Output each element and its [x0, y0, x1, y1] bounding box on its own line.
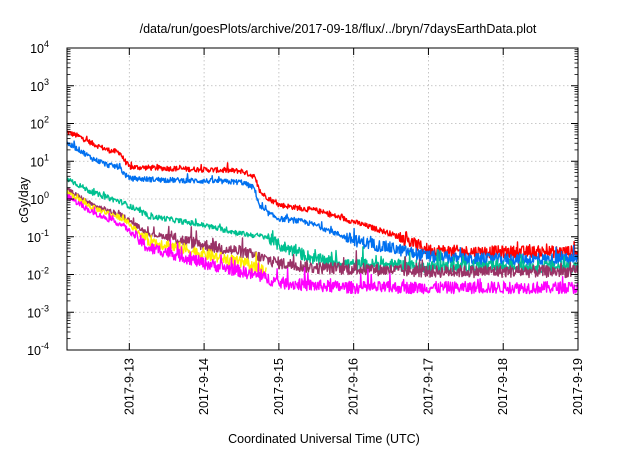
- series-line: [66, 189, 267, 275]
- grid: [67, 48, 578, 350]
- series-line: [66, 177, 579, 274]
- x-tick-label: 2017-9-19: [571, 358, 585, 415]
- y-axis-label: cGy/day: [17, 176, 31, 223]
- y-tick-label: 10-1: [27, 228, 49, 245]
- y-tick-label: 10-4: [27, 341, 49, 358]
- x-tick-label: 2017-9-17: [421, 358, 435, 415]
- x-tick-label: 2017-9-13: [122, 358, 136, 415]
- y-tick-label: 10-2: [27, 266, 49, 283]
- x-axis-label: Coordinated Universal Time (UTC): [228, 432, 420, 446]
- chart-title: /data/run/goesPlots/archive/2017-09-18/f…: [140, 22, 537, 36]
- y-tick-label: 10-3: [27, 303, 49, 320]
- x-tick-label: 2017-9-18: [496, 358, 510, 415]
- y-tick-label: 101: [30, 152, 49, 169]
- y-tick-label: 100: [30, 190, 49, 207]
- series-line: [66, 187, 579, 279]
- y-tick-label: 103: [30, 77, 49, 94]
- x-tick-label: 2017-9-15: [272, 358, 286, 415]
- series-line: [66, 140, 579, 267]
- series-line: [66, 130, 579, 259]
- tick-labels: 10-4 10-3 10-2 10-1 100 101 102 103 104 2017-9-13…: [27, 39, 585, 415]
- ticks: [67, 47, 579, 351]
- series-group: [66, 130, 579, 295]
- y-tick-label: 104: [30, 39, 49, 56]
- x-tick-label: 2017-9-14: [197, 358, 211, 415]
- series-line: [66, 194, 579, 295]
- y-tick-label: 102: [30, 115, 49, 132]
- x-tick-label: 2017-9-16: [347, 358, 361, 415]
